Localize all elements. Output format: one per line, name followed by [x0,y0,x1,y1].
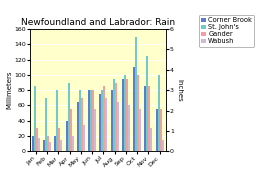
Bar [137,75,139,151]
Bar [45,98,47,151]
Y-axis label: Millimeters: Millimeters [6,71,12,109]
Bar [146,56,148,151]
Bar [90,90,92,151]
Bar [77,102,79,151]
Bar [32,136,34,151]
Bar [148,86,150,151]
Bar [113,79,115,151]
Bar [68,83,70,151]
Bar [105,98,107,151]
Bar [54,136,56,151]
Bar [128,106,130,151]
Bar [101,90,103,151]
Bar [162,140,164,151]
Bar [133,67,135,151]
Bar [144,86,146,151]
Bar [72,136,74,151]
Bar [156,109,157,151]
Bar [47,136,49,151]
Bar [124,75,126,151]
Bar [111,90,113,151]
Bar [83,125,85,151]
Bar [56,90,59,151]
Y-axis label: Inches: Inches [177,79,183,102]
Bar [88,90,90,151]
Bar [66,121,68,151]
Bar [92,90,94,151]
Bar [94,109,96,151]
Bar [81,98,83,151]
Bar [43,140,45,151]
Bar [150,128,152,151]
Bar [122,79,124,151]
Legend: Corner Brook, St. John's, Gander, Wabush: Corner Brook, St. John's, Gander, Wabush [199,15,254,47]
Bar [60,140,62,151]
Bar [99,94,101,151]
Bar [135,37,137,151]
Bar [160,109,162,151]
Bar [79,90,81,151]
Bar [117,102,119,151]
Bar [49,142,51,151]
Bar [103,86,105,151]
Bar [126,79,128,151]
Bar [70,109,72,151]
Bar [59,128,60,151]
Bar [38,138,40,151]
Title: Newfoundland and Labrador: Rain: Newfoundland and Labrador: Rain [21,18,175,27]
Bar [157,75,160,151]
Bar [139,109,141,151]
Bar [36,128,38,151]
Bar [34,86,36,151]
Bar [115,83,117,151]
